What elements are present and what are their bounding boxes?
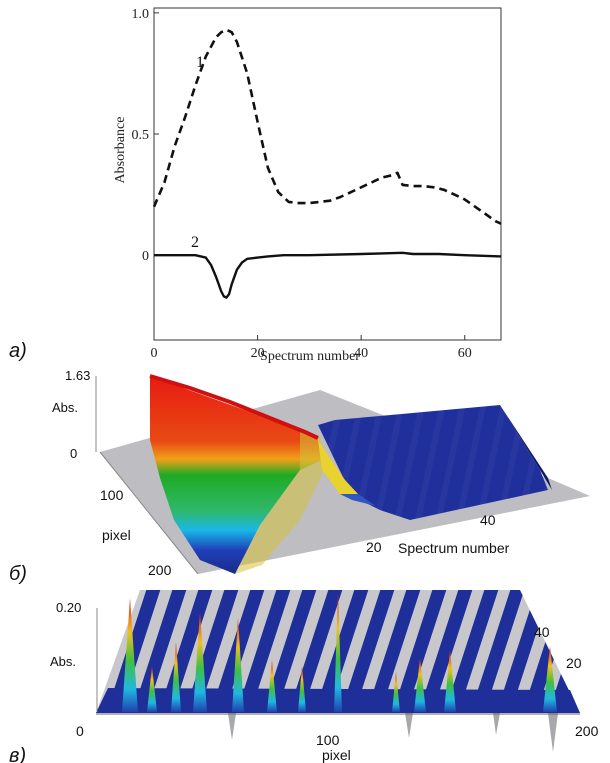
z-axis-label: Abs. [52,400,78,415]
surface-dip [548,713,558,752]
x-tick-label: 200 [575,723,599,739]
y-tick-label: 20 [366,539,382,555]
surface-dip [493,713,500,735]
x-tick-label: 100 [100,487,124,503]
surface-main-peak [150,376,322,574]
x-axis-label: pixel [322,747,351,763]
panel-b: 1.63 Abs. 0 100 pixel 200 20 40 Spectrum… [9,368,590,585]
series-line-1 [152,28,502,225]
x-tick-label: 40 [354,346,368,361]
x-tick-label: 200 [148,562,172,578]
surface-spike [543,646,557,712]
y-tick-label: 0 [142,249,149,264]
plot-frame [153,7,502,341]
surface-peak-side [318,440,358,494]
series-group [152,28,502,299]
y-axis-label: Spectrum number [398,540,510,556]
series-label-2: 2 [191,234,199,251]
y-axis-label: Absorbance [113,117,128,184]
y-tick-label: 0.5 [132,128,150,143]
panel-c: 0.20 Abs. 0 100 pixel 200 40 20 в) [9,590,599,763]
surface-spike [444,650,456,712]
z-axis-label: Abs. [50,654,76,669]
axes: 0 20 40 60 0 0.5 1.0 [132,7,472,361]
surface-spike [414,658,426,712]
surface-spike [171,642,181,712]
surface-peak-side-blue [340,494,376,506]
surface-blue-ridge [318,405,548,520]
x-axis [99,451,199,575]
z-tick-label: 0 [70,446,77,461]
y-tick-label: 1.0 [132,7,150,22]
x-tick-label: 20 [251,346,265,361]
surface-dip [405,713,413,738]
panel-label-a: a) [9,340,27,362]
surface-spike [147,666,157,712]
surface-spike [267,660,277,712]
series-label-1: 1 [196,54,204,71]
x-tick-label: 0 [76,723,84,739]
z-tick-label: 0.20 [56,600,81,615]
surface-spike [392,672,400,712]
y-tick-label: 40 [534,624,550,640]
surface-spike [122,598,138,712]
surface-spike [193,612,207,712]
panel-a: 0 20 40 60 0 0.5 1.0 1 2 Absorbance Spectrum n… [9,7,502,364]
surface-dip [228,713,236,740]
x-tick-label: 0 [151,346,158,361]
spike-group [122,592,557,712]
surface-spike [232,618,244,712]
surface-peak-front [235,430,326,574]
surface-peak-ridge-line [149,374,319,440]
x-axis-label: pixel [102,527,131,543]
surface-spike [298,666,306,712]
series-line-2 [154,251,502,299]
y-tick-label: 20 [566,655,582,671]
y-tick-label: 40 [480,512,496,528]
x-axis-label: Spectrum number [260,349,360,364]
x-tick-label: 100 [316,732,340,748]
surface-spike [334,592,342,712]
z-tick-label: 1.63 [65,368,90,383]
x-tick-label: 60 [458,346,472,361]
panel-label-c: в) [9,745,26,763]
panel-label-b: б) [9,563,27,585]
